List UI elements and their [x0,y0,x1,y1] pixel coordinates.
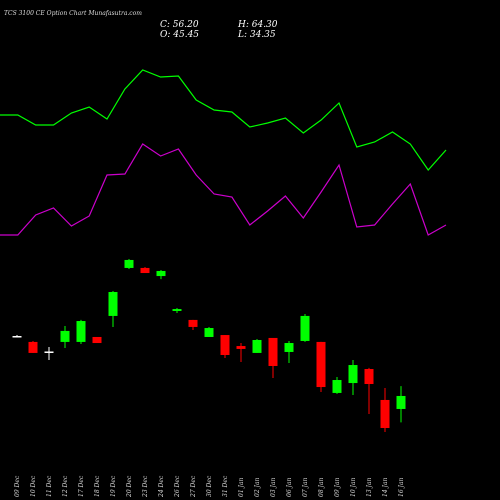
x-tick-label: 20 Dec [126,475,133,498]
x-tick-label: 07 Jan [302,477,309,497]
x-tick-label: 19 Dec [110,475,117,497]
high-label: H: 64.30 [237,20,278,30]
x-tick-label: 13 Jan [366,477,373,497]
candle-body [284,343,294,352]
indicator-line [0,69,447,171]
x-tick-label: 02 Jan [254,477,261,497]
candle-body [380,399,390,429]
candle-body [316,341,326,388]
candle-body [28,341,38,353]
open-label: O: 45.45 [160,30,199,40]
x-tick-label: 10 Jan [350,477,357,497]
x-tick-label: 18 Dec [94,475,101,497]
candle-body [156,270,166,277]
candle-body [108,292,118,316]
x-tick-label: 31 Dec [222,475,229,497]
candle-body [12,336,22,338]
candle-body [76,321,86,342]
candle-body [92,336,102,344]
x-tick-label: 01 Jan [238,477,245,497]
candle-body [60,330,70,342]
candle-body [220,335,230,355]
candle-body [172,309,182,311]
candle-body [268,337,278,366]
chart-title: TCS 3100 CE Option Chart Munafasutra.com [4,10,142,17]
x-tick-label: 08 Jan [318,477,325,497]
candle-body [204,328,214,337]
x-tick-label: 03 Jan [270,477,277,497]
candle-body [236,346,246,349]
candle-body [396,395,406,409]
x-tick-label: 30 Dec [206,475,213,497]
candle-body [140,267,150,274]
candle-body [124,259,134,268]
candle-body [300,315,310,341]
candle-body [188,319,198,327]
x-tick-label: 09 Jan [334,477,341,497]
x-tick-label: 06 Jan [286,477,293,497]
x-tick-label: 10 Dec [30,475,37,497]
x-tick-label: 24 Dec [158,475,165,498]
candle-body [348,365,358,384]
candle-body [364,369,374,385]
candle-body [252,339,262,353]
low-label: L: 34.35 [237,30,276,40]
x-tick-label: 23 Dec [142,475,149,498]
x-tick-label: 27 Dec [190,475,197,498]
x-tick-label: 16 Jan [398,477,405,497]
close-label: C: 56.20 [160,20,199,30]
x-tick-label: 17 Dec [78,475,85,497]
x-tick-label: 11 Dec [46,475,53,497]
candle-body [332,380,342,393]
x-tick-label: 09 Dec [14,475,21,497]
candle-body [44,351,54,353]
indicator-line [0,143,447,236]
x-tick-label: 14 Jan [382,477,389,497]
x-tick-label: 26 Dec [174,475,181,498]
x-tick-label: 12 Dec [62,475,69,497]
